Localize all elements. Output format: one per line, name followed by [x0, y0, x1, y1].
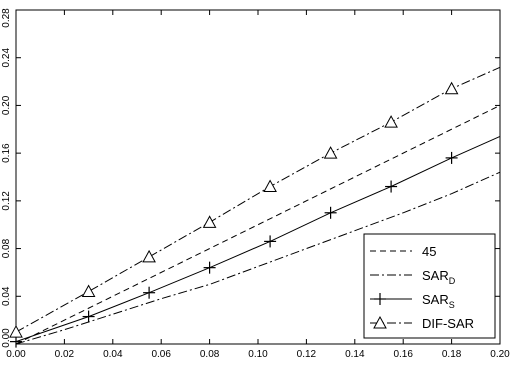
y-axis: 0.00 0.04 0.08 0.12 0.16 0.20 0.24 0.28	[1, 8, 500, 348]
y-tick-label: 0.24	[1, 48, 12, 68]
x-tick-label: 0.02	[55, 349, 75, 360]
x-tick-label: 0.12	[297, 349, 317, 360]
y-tick-label: 0.08	[1, 238, 12, 258]
data-point-3-1	[81, 284, 96, 298]
data-point-2-3	[203, 261, 216, 274]
data-point-2-2	[143, 286, 156, 299]
x-tick-label: 0.06	[151, 349, 171, 360]
data-point-2-7	[445, 151, 458, 164]
legend-label-2: SARS	[422, 292, 455, 310]
series-2	[10, 135, 501, 348]
legend-label-3: DIF-SAR	[422, 316, 474, 331]
data-point-3-3	[202, 215, 217, 228]
x-tick-label: 0.18	[442, 349, 462, 360]
series-line-1	[15, 171, 501, 345]
data-point-2-6	[385, 180, 398, 193]
y-tick-label: 0.16	[1, 143, 12, 163]
x-axis: 0.00 0.02 0.04 0.06 0.08 0.10 0.12 0.14 0.16 0.18…	[6, 10, 510, 360]
data-point-2-4	[264, 235, 277, 248]
data-point-3-6	[384, 115, 398, 128]
series-layer	[9, 66, 501, 348]
data-point-2-0	[10, 335, 22, 348]
data-point-3-4	[263, 179, 277, 193]
y-tick-label: 0.28	[1, 8, 12, 28]
y-tick-label: 0.00	[1, 328, 12, 348]
x-tick-label: 0.00	[6, 349, 26, 360]
series-1	[15, 171, 501, 345]
x-tick-label: 0.04	[103, 349, 123, 360]
legend-label-0: 45	[422, 244, 436, 259]
data-point-3-2	[142, 249, 156, 263]
legend-box	[363, 233, 496, 339]
legend: 45 SARD SARS DIF-SAR	[363, 233, 496, 339]
x-tick-label: 0.08	[200, 349, 220, 360]
series-3	[9, 66, 501, 338]
y-tick-label: 0.04	[1, 286, 12, 306]
y-tick-label: 0.12	[1, 191, 12, 211]
data-point-3-7	[444, 81, 459, 95]
x-tick-label: 0.14	[345, 349, 365, 360]
x-tick-label: 0.16	[393, 349, 413, 360]
legend-marker-3	[373, 315, 387, 329]
x-tick-label: 0.20	[490, 349, 510, 360]
legend-subscript: D	[449, 276, 456, 286]
data-point-2-1	[82, 310, 95, 323]
legend-subscript: S	[449, 300, 455, 310]
data-point-3-5	[323, 146, 338, 159]
y-tick-label: 0.20	[1, 95, 12, 115]
data-point-2-5	[324, 206, 337, 219]
legend-label-1: SARD	[422, 268, 456, 286]
x-tick-label: 0.10	[248, 349, 268, 360]
legend-marker-2	[374, 293, 386, 305]
data-point-3-0	[9, 325, 23, 338]
